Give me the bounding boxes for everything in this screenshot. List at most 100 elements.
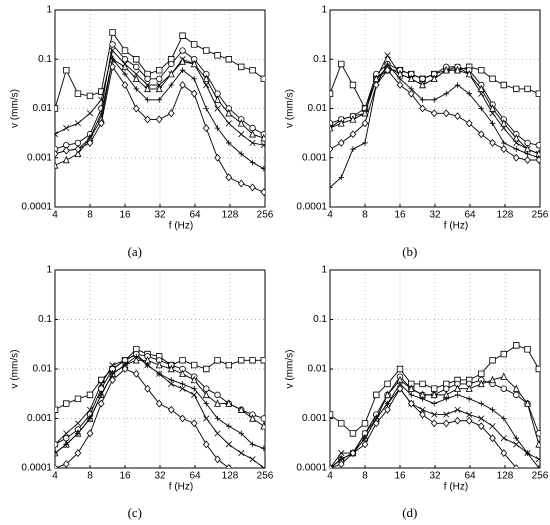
marker <box>478 415 485 422</box>
x-tick-label: 128 <box>222 471 239 482</box>
marker <box>86 92 94 100</box>
marker <box>74 420 82 427</box>
marker <box>466 411 473 418</box>
marker <box>121 56 129 63</box>
marker <box>477 379 485 388</box>
marker <box>225 441 232 448</box>
marker <box>55 441 59 448</box>
marker <box>97 119 105 128</box>
marker <box>133 56 140 63</box>
marker <box>62 146 70 155</box>
marker <box>338 60 345 68</box>
marker <box>478 66 485 74</box>
marker <box>98 392 105 398</box>
marker <box>384 66 391 75</box>
marker <box>167 109 175 118</box>
x-tick-label: 16 <box>119 210 131 221</box>
marker <box>121 81 129 89</box>
marker <box>122 71 128 77</box>
y-axis-label: v (mm/s) <box>285 350 296 389</box>
marker <box>249 441 256 448</box>
marker <box>442 109 450 118</box>
marker <box>349 81 357 89</box>
marker <box>443 396 450 402</box>
x-tick-label: 8 <box>87 210 93 221</box>
marker <box>156 75 163 83</box>
plot-frame <box>54 269 266 469</box>
marker <box>349 130 357 139</box>
panel: 4 8 16 32 64 128 256 0.0001 0.001 0.01 0.1 1 f (Hz) v… <box>285 265 549 520</box>
marker <box>260 421 265 430</box>
marker <box>179 57 186 65</box>
marker <box>330 90 334 97</box>
marker <box>512 153 520 162</box>
marker <box>384 380 391 388</box>
marker <box>465 119 473 128</box>
marker <box>74 395 82 403</box>
marker <box>179 47 186 54</box>
marker <box>168 380 175 387</box>
marker <box>109 56 116 63</box>
marker <box>202 74 210 83</box>
marker <box>396 365 404 373</box>
marker <box>214 399 221 407</box>
marker <box>443 90 450 97</box>
marker <box>121 62 129 71</box>
marker <box>238 357 245 364</box>
marker <box>535 440 540 448</box>
marker <box>384 400 391 407</box>
marker <box>430 109 438 118</box>
marker <box>477 422 485 431</box>
marker <box>513 146 520 152</box>
marker <box>250 476 256 483</box>
marker <box>443 411 450 418</box>
marker <box>489 423 496 430</box>
marker <box>155 115 163 124</box>
marker <box>63 125 70 132</box>
marker <box>167 69 175 78</box>
marker <box>513 441 520 448</box>
marker <box>443 380 450 388</box>
x-axis-label: f (Hz) <box>444 221 468 232</box>
marker <box>167 364 175 373</box>
marker <box>214 415 221 422</box>
panel: 4 8 16 32 64 128 256 0.0001 0.001 0.01 0.1 1 f (Hz) v… <box>285 5 549 259</box>
marker <box>408 380 415 388</box>
marker <box>330 123 334 132</box>
marker <box>513 391 520 399</box>
marker <box>179 357 186 364</box>
marker <box>260 357 265 364</box>
x-tick-label: 8 <box>362 210 368 221</box>
marker <box>225 173 233 182</box>
marker <box>203 105 210 112</box>
marker <box>500 119 508 127</box>
y-tick-label: 1 <box>46 265 52 276</box>
marker <box>249 414 256 422</box>
marker <box>226 140 232 146</box>
marker <box>408 392 415 398</box>
marker <box>261 165 265 172</box>
marker <box>384 390 391 399</box>
marker <box>454 82 461 88</box>
marker <box>535 141 540 149</box>
marker <box>55 464 59 468</box>
marker <box>225 361 233 369</box>
marker <box>237 405 245 413</box>
x-tick-label: 32 <box>429 471 441 482</box>
marker <box>500 385 508 392</box>
marker <box>63 430 70 437</box>
panel-caption: (b) <box>402 244 417 259</box>
marker <box>63 66 70 74</box>
y-tick-label: 0.01 <box>33 364 53 375</box>
marker <box>249 139 256 147</box>
marker <box>55 149 59 158</box>
marker <box>132 356 140 364</box>
marker <box>191 391 198 398</box>
marker <box>179 81 186 89</box>
marker <box>133 63 140 71</box>
marker <box>203 400 210 407</box>
marker <box>338 450 345 457</box>
marker <box>226 423 232 429</box>
x-axis-label: f (Hz) <box>444 482 468 493</box>
marker <box>419 80 426 89</box>
